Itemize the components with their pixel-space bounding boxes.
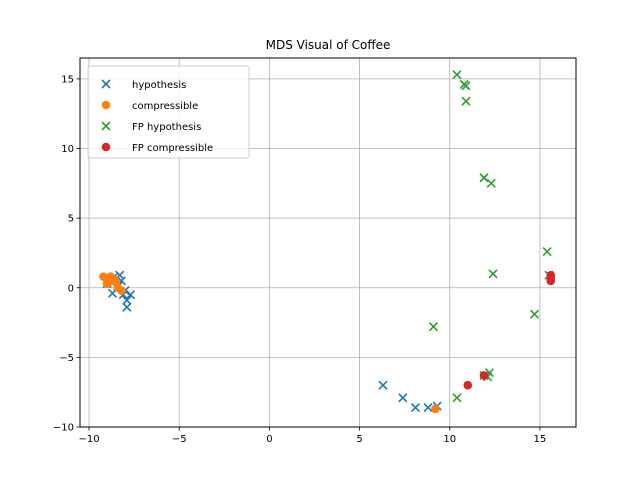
fp-compressible-point [546, 276, 556, 286]
fp-hypothesis-point [461, 96, 471, 106]
y-tick-label: −10 [53, 423, 74, 434]
legend-label: FP compressible [132, 143, 213, 154]
series-fp-hypothesis [428, 70, 554, 403]
y-tick-label: 0 [68, 283, 74, 294]
compressible-point [99, 272, 108, 281]
fp-compressible-point [479, 371, 489, 380]
legend: hypothesis compressible FP hypothesis FP co… [87, 65, 250, 159]
x-tick-label: 15 [534, 434, 547, 445]
x-tick-label: −5 [172, 434, 187, 445]
fp-hypothesis-point [529, 309, 540, 319]
hypothesis-point [423, 402, 433, 413]
fp-hypothesis-point [486, 178, 496, 188]
legend-label: FP hypothesis [132, 122, 201, 133]
legend-box [87, 65, 250, 159]
compressible-point [117, 286, 126, 295]
fp-hypothesis-point [488, 269, 498, 279]
chart-title: MDS Visual of Coffee [266, 38, 391, 52]
hypothesis-point [122, 295, 132, 305]
fp-hypothesis-point [461, 81, 471, 91]
fp-hypothesis-point [428, 322, 439, 332]
x-tick-label: 10 [443, 434, 456, 445]
hypothesis-point [122, 302, 132, 312]
y-tick-label: 15 [61, 74, 74, 85]
fp-hypothesis-point [452, 393, 462, 403]
fp-hypothesis-point [479, 173, 489, 183]
legend-label: hypothesis [132, 80, 186, 91]
plot-frame [79, 57, 577, 428]
legend-marker [101, 121, 111, 131]
hypothesis-point [398, 393, 408, 403]
series-fp-compressible [463, 270, 556, 390]
legend-marker [101, 79, 111, 89]
x-tick-label: −10 [78, 434, 99, 445]
x-tick-label: 5 [356, 434, 362, 445]
legend-marker [101, 100, 111, 110]
legend-marker [101, 142, 111, 152]
hypothesis-point [125, 290, 136, 300]
series-compressible [99, 272, 440, 414]
grid-layer [80, 58, 576, 428]
fp-compressible-point [463, 380, 473, 390]
y-tick-label: 10 [61, 144, 74, 155]
fp-hypothesis-point [452, 70, 462, 80]
compressible-point [431, 404, 440, 414]
x-tick-label: 0 [266, 434, 272, 445]
points-layer [99, 70, 556, 414]
hypothesis-point [410, 402, 421, 413]
fp-hypothesis-point [542, 246, 552, 257]
hypothesis-point [378, 380, 388, 390]
ticks-layer: −10 −5 0 5 10 15 −10 −5 0 5 10 15 [53, 74, 546, 445]
compressible-point [102, 279, 112, 288]
y-tick-label: 5 [68, 214, 74, 225]
legend-label: compressible [132, 101, 198, 112]
y-tick-label: −5 [59, 353, 74, 364]
